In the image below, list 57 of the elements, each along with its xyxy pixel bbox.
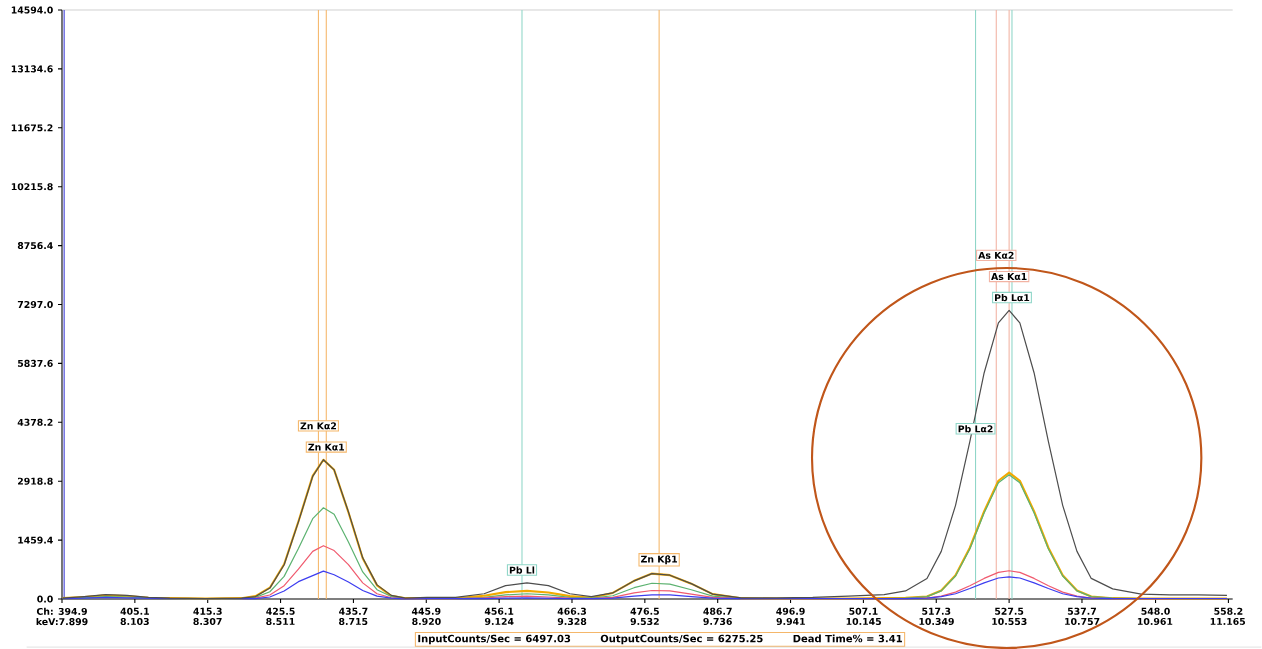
x-tick-label: 456.1 bbox=[484, 607, 514, 615]
x2-tick-label: 8.103 bbox=[120, 617, 149, 625]
x-tick-label: Ch: 394.9 bbox=[36, 607, 87, 615]
y-tick-label: 10215.8 bbox=[11, 183, 53, 191]
x2-tick-label: 8.715 bbox=[339, 617, 368, 625]
y-tick-label: 13134.6 bbox=[11, 65, 53, 73]
x-tick-label: 466.3 bbox=[557, 607, 587, 615]
y-tick-label: 7297.0 bbox=[17, 300, 53, 309]
x-tick-label: 517.3 bbox=[922, 607, 951, 615]
ref-line-label: Pb Lα2 bbox=[958, 425, 993, 433]
ref-line-label: As Kα2 bbox=[978, 251, 1014, 259]
text: OutputCounts/Sec = 6275.25 bbox=[600, 634, 763, 645]
ref-line-label: Zn Kα1 bbox=[308, 443, 345, 451]
text: InputCounts/Sec = 6497.03 bbox=[418, 634, 571, 645]
x2-tick-label: keV:7.899 bbox=[36, 617, 88, 626]
x2-tick-label: 10.757 bbox=[1065, 617, 1100, 625]
x-tick-label: 405.1 bbox=[120, 607, 149, 615]
text: Dead Time% = 3.41 bbox=[793, 634, 902, 643]
ref-line-label: As Kα1 bbox=[991, 273, 1027, 281]
ref-line-label: Pb Lα1 bbox=[995, 294, 1030, 302]
x-tick-label: 507.1 bbox=[849, 607, 878, 615]
ref-line-label: Pb Ll bbox=[509, 566, 535, 574]
x2-tick-label: 9.532 bbox=[630, 617, 659, 625]
x2-tick-label: 8.307 bbox=[193, 617, 222, 625]
x-tick-label: 415.3 bbox=[193, 607, 222, 615]
x2-tick-label: 10.349 bbox=[919, 617, 954, 625]
y-tick-label: 4378.2 bbox=[17, 418, 53, 426]
x-tick-label: 548.0 bbox=[1141, 607, 1170, 615]
x-tick-label: 425.5 bbox=[266, 607, 295, 615]
x-tick-label: 445.9 bbox=[411, 607, 441, 615]
x-tick-label: 558.2 bbox=[1214, 607, 1243, 615]
x2-tick-label: 9.736 bbox=[703, 617, 732, 625]
x-tick-label: 435.7 bbox=[339, 607, 368, 615]
ref-line-label: Zn Kα2 bbox=[300, 422, 337, 430]
x-tick-label: 496.9 bbox=[776, 607, 805, 615]
x-tick-label: 537.7 bbox=[1067, 607, 1096, 615]
y-tick-label: 8756.4 bbox=[17, 242, 53, 250]
x2-tick-label: 10.961 bbox=[1137, 617, 1173, 625]
y-tick-label: 11675.2 bbox=[11, 124, 53, 132]
x2-tick-label: 10.553 bbox=[992, 617, 1027, 625]
x2-tick-label: 9.941 bbox=[776, 617, 805, 625]
y-tick-label: 2918.8 bbox=[18, 477, 53, 485]
x2-tick-label: 11.165 bbox=[1210, 617, 1246, 625]
y-tick-label: 1459.4 bbox=[18, 536, 53, 544]
x2-tick-label: 10.145 bbox=[846, 617, 881, 625]
y-tick-label: 5837.6 bbox=[17, 359, 53, 367]
y-tick-label: 14594.0 bbox=[11, 6, 53, 14]
x2-tick-label: 8.920 bbox=[412, 617, 441, 625]
ref-line-label: Zn Kβ1 bbox=[641, 555, 678, 565]
x2-tick-label: 9.124 bbox=[484, 617, 514, 625]
y-tick-label: 0.0 bbox=[37, 595, 53, 603]
line-series bbox=[62, 309, 1228, 600]
x2-tick-label: 8.511 bbox=[266, 617, 295, 625]
x-tick-label: 476.5 bbox=[630, 607, 659, 615]
x2-tick-label: 9.328 bbox=[557, 617, 587, 625]
x-tick-label: 527.5 bbox=[995, 607, 1024, 615]
x-tick-label: 486.7 bbox=[703, 607, 732, 615]
